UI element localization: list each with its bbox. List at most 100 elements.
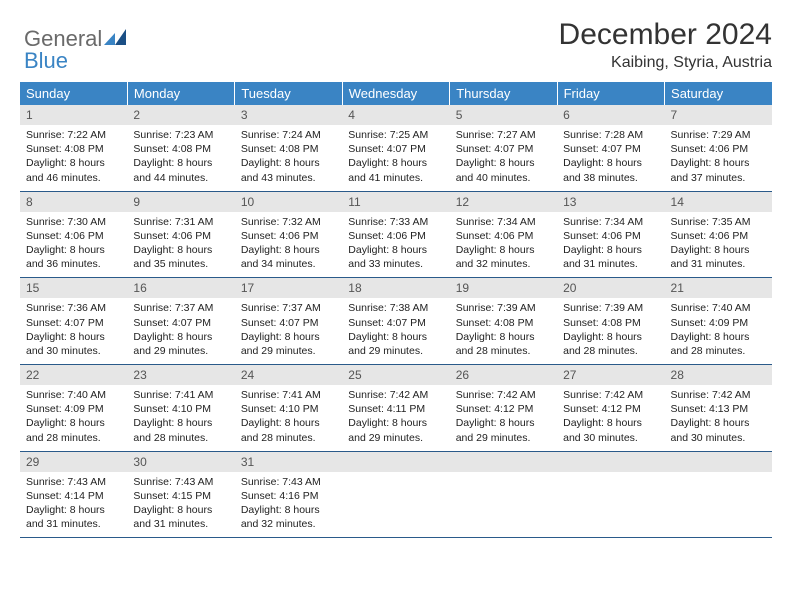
- sunset-text: Sunset: 4:10 PM: [133, 402, 228, 416]
- day-number: 1: [20, 105, 127, 125]
- sunrise-text: Sunrise: 7:32 AM: [241, 215, 336, 229]
- daylight-text-1: Daylight: 8 hours: [456, 243, 551, 257]
- day-number: 25: [342, 365, 449, 385]
- sunrise-text: Sunrise: 7:34 AM: [456, 215, 551, 229]
- calendar-day-cell: [342, 451, 449, 538]
- daylight-text-1: Daylight: 8 hours: [26, 416, 121, 430]
- daylight-text-1: Daylight: 8 hours: [26, 330, 121, 344]
- daylight-text-1: Daylight: 8 hours: [133, 243, 228, 257]
- sunrise-text: Sunrise: 7:27 AM: [456, 128, 551, 142]
- sunset-text: Sunset: 4:06 PM: [456, 229, 551, 243]
- sunrise-text: Sunrise: 7:41 AM: [133, 388, 228, 402]
- day-details: Sunrise: 7:36 AMSunset: 4:07 PMDaylight:…: [20, 298, 127, 364]
- calendar-day-cell: 13Sunrise: 7:34 AMSunset: 4:06 PMDayligh…: [557, 191, 664, 278]
- day-details: [342, 472, 449, 530]
- daylight-text-2: and 29 minutes.: [456, 431, 551, 445]
- calendar-day-cell: 18Sunrise: 7:38 AMSunset: 4:07 PMDayligh…: [342, 278, 449, 365]
- calendar-day-cell: 3Sunrise: 7:24 AMSunset: 4:08 PMDaylight…: [235, 105, 342, 191]
- day-details: Sunrise: 7:42 AMSunset: 4:12 PMDaylight:…: [450, 385, 557, 451]
- daylight-text-2: and 43 minutes.: [241, 171, 336, 185]
- daylight-text-1: Daylight: 8 hours: [26, 503, 121, 517]
- day-number: 15: [20, 278, 127, 298]
- daylight-text-1: Daylight: 8 hours: [241, 156, 336, 170]
- weekday-header: Wednesday: [342, 82, 449, 105]
- day-details: Sunrise: 7:35 AMSunset: 4:06 PMDaylight:…: [665, 212, 772, 278]
- sunrise-text: Sunrise: 7:37 AM: [241, 301, 336, 315]
- daylight-text-2: and 46 minutes.: [26, 171, 121, 185]
- daylight-text-1: Daylight: 8 hours: [348, 243, 443, 257]
- daylight-text-2: and 38 minutes.: [563, 171, 658, 185]
- daylight-text-1: Daylight: 8 hours: [563, 330, 658, 344]
- sunrise-text: Sunrise: 7:38 AM: [348, 301, 443, 315]
- weekday-header: Tuesday: [235, 82, 342, 105]
- daylight-text-1: Daylight: 8 hours: [456, 416, 551, 430]
- day-details: [557, 472, 664, 530]
- calendar-day-cell: 22Sunrise: 7:40 AMSunset: 4:09 PMDayligh…: [20, 365, 127, 452]
- daylight-text-2: and 29 minutes.: [348, 431, 443, 445]
- sunset-text: Sunset: 4:06 PM: [241, 229, 336, 243]
- sunset-text: Sunset: 4:07 PM: [456, 142, 551, 156]
- weekday-header: Sunday: [20, 82, 127, 105]
- calendar-week-row: 29Sunrise: 7:43 AMSunset: 4:14 PMDayligh…: [20, 451, 772, 538]
- sunrise-text: Sunrise: 7:37 AM: [133, 301, 228, 315]
- sunrise-text: Sunrise: 7:42 AM: [348, 388, 443, 402]
- sunset-text: Sunset: 4:08 PM: [456, 316, 551, 330]
- day-number: 18: [342, 278, 449, 298]
- sunset-text: Sunset: 4:07 PM: [26, 316, 121, 330]
- day-number: 3: [235, 105, 342, 125]
- daylight-text-1: Daylight: 8 hours: [241, 330, 336, 344]
- day-number: 28: [665, 365, 772, 385]
- day-details: Sunrise: 7:29 AMSunset: 4:06 PMDaylight:…: [665, 125, 772, 191]
- day-number: 19: [450, 278, 557, 298]
- calendar-day-cell: 24Sunrise: 7:41 AMSunset: 4:10 PMDayligh…: [235, 365, 342, 452]
- daylight-text-2: and 32 minutes.: [241, 517, 336, 531]
- brand-part2: Blue: [24, 48, 68, 73]
- day-details: Sunrise: 7:24 AMSunset: 4:08 PMDaylight:…: [235, 125, 342, 191]
- sunrise-text: Sunrise: 7:25 AM: [348, 128, 443, 142]
- day-number: 20: [557, 278, 664, 298]
- sunrise-text: Sunrise: 7:41 AM: [241, 388, 336, 402]
- day-details: Sunrise: 7:41 AMSunset: 4:10 PMDaylight:…: [127, 385, 234, 451]
- sunrise-text: Sunrise: 7:30 AM: [26, 215, 121, 229]
- sunset-text: Sunset: 4:09 PM: [26, 402, 121, 416]
- daylight-text-2: and 32 minutes.: [456, 257, 551, 271]
- calendar-table: Sunday Monday Tuesday Wednesday Thursday…: [20, 82, 772, 538]
- calendar-day-cell: 9Sunrise: 7:31 AMSunset: 4:06 PMDaylight…: [127, 191, 234, 278]
- day-details: Sunrise: 7:27 AMSunset: 4:07 PMDaylight:…: [450, 125, 557, 191]
- daylight-text-1: Daylight: 8 hours: [671, 156, 766, 170]
- sunrise-text: Sunrise: 7:42 AM: [563, 388, 658, 402]
- sunrise-text: Sunrise: 7:43 AM: [241, 475, 336, 489]
- sunrise-text: Sunrise: 7:43 AM: [133, 475, 228, 489]
- day-number: 16: [127, 278, 234, 298]
- calendar-day-cell: 6Sunrise: 7:28 AMSunset: 4:07 PMDaylight…: [557, 105, 664, 191]
- calendar-page: General December 2024 Kaibing, Styria, A…: [0, 0, 792, 548]
- calendar-day-cell: 15Sunrise: 7:36 AMSunset: 4:07 PMDayligh…: [20, 278, 127, 365]
- day-details: Sunrise: 7:31 AMSunset: 4:06 PMDaylight:…: [127, 212, 234, 278]
- calendar-day-cell: [450, 451, 557, 538]
- day-number: [450, 452, 557, 472]
- daylight-text-1: Daylight: 8 hours: [241, 416, 336, 430]
- calendar-day-cell: 28Sunrise: 7:42 AMSunset: 4:13 PMDayligh…: [665, 365, 772, 452]
- daylight-text-2: and 34 minutes.: [241, 257, 336, 271]
- daylight-text-1: Daylight: 8 hours: [241, 243, 336, 257]
- daylight-text-2: and 29 minutes.: [133, 344, 228, 358]
- day-details: Sunrise: 7:43 AMSunset: 4:15 PMDaylight:…: [127, 472, 234, 538]
- sunset-text: Sunset: 4:12 PM: [563, 402, 658, 416]
- calendar-day-cell: 16Sunrise: 7:37 AMSunset: 4:07 PMDayligh…: [127, 278, 234, 365]
- sunrise-text: Sunrise: 7:34 AM: [563, 215, 658, 229]
- daylight-text-1: Daylight: 8 hours: [671, 416, 766, 430]
- sunset-text: Sunset: 4:06 PM: [671, 229, 766, 243]
- daylight-text-1: Daylight: 8 hours: [563, 243, 658, 257]
- day-details: Sunrise: 7:43 AMSunset: 4:16 PMDaylight:…: [235, 472, 342, 538]
- daylight-text-1: Daylight: 8 hours: [133, 156, 228, 170]
- day-details: Sunrise: 7:37 AMSunset: 4:07 PMDaylight:…: [235, 298, 342, 364]
- daylight-text-2: and 36 minutes.: [26, 257, 121, 271]
- calendar-day-cell: 4Sunrise: 7:25 AMSunset: 4:07 PMDaylight…: [342, 105, 449, 191]
- calendar-week-row: 22Sunrise: 7:40 AMSunset: 4:09 PMDayligh…: [20, 365, 772, 452]
- calendar-day-cell: 19Sunrise: 7:39 AMSunset: 4:08 PMDayligh…: [450, 278, 557, 365]
- daylight-text-1: Daylight: 8 hours: [348, 330, 443, 344]
- daylight-text-2: and 28 minutes.: [26, 431, 121, 445]
- daylight-text-2: and 29 minutes.: [241, 344, 336, 358]
- sunset-text: Sunset: 4:08 PM: [133, 142, 228, 156]
- daylight-text-2: and 28 minutes.: [563, 344, 658, 358]
